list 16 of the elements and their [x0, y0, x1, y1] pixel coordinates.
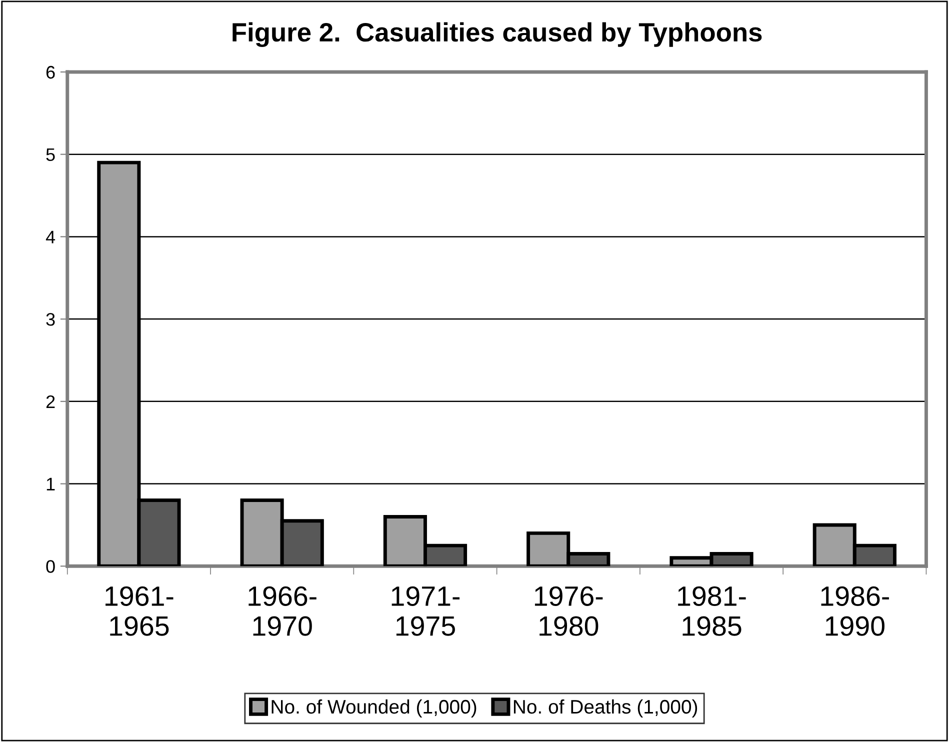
y-tick-label: 0	[46, 560, 55, 573]
legend-label: No. of Wounded (1,000)	[272, 699, 476, 718]
y-tick-label: 3	[46, 312, 55, 326]
x-tick-label: 1966- 1970	[248, 586, 316, 636]
legend-label: No. of Deaths (1,000)	[514, 699, 698, 718]
x-tick-label: 1961- 1965	[106, 586, 174, 636]
y-tick-label: 2	[46, 395, 55, 408]
chart-title: Figure 2. Casualities caused by Typhoons	[232, 22, 762, 48]
x-tick-label: 1981- 1985	[678, 586, 746, 636]
y-tick-label: 1	[46, 478, 55, 490]
y-tick-label: 4	[46, 230, 56, 244]
x-tick-label: 1976- 1980	[534, 586, 603, 636]
x-tick-label: 1986- 1990	[821, 586, 889, 636]
y-tick-label: 5	[46, 148, 55, 162]
y-tick-label: 6	[46, 66, 55, 79]
x-tick-label: 1971- 1975	[392, 586, 460, 636]
